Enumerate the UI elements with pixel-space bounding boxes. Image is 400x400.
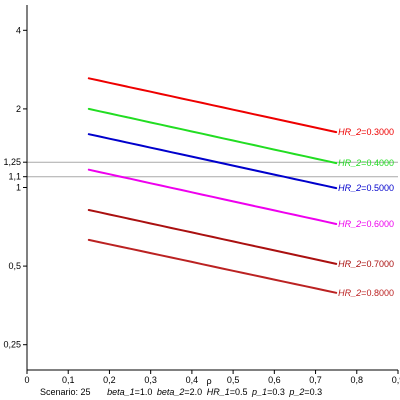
beta1-name: beta_1 — [107, 387, 135, 397]
x-tick-label: 0,7 — [309, 375, 322, 385]
hr1-value: =0.5 — [230, 387, 248, 397]
p2-name: p_2 — [288, 387, 304, 397]
x-axis-label: ρ — [206, 376, 211, 386]
p2-value: =0.3 — [304, 387, 322, 397]
y-tick-label: 0,25 — [3, 340, 21, 350]
series-line — [87, 107, 338, 165]
p1-name: p_1 — [251, 387, 267, 397]
y-ticks: 0,25 0,5 11,1 1,25 2 4 — [3, 25, 27, 350]
series-label-equals: = — [361, 183, 366, 193]
series-label-name: HR_2 — [338, 183, 361, 193]
y-tick-label: 2 — [16, 104, 21, 114]
series-label-equals: = — [361, 259, 366, 269]
hr1-name: HR_1 — [207, 387, 230, 397]
series-label: HR_2=0.7000 — [338, 259, 394, 269]
series-label: HR_2=0.6000 — [338, 219, 394, 229]
beta2-value: =2.0 — [184, 387, 202, 397]
x-tick-label: 0,6 — [268, 375, 281, 385]
series-label: HR_2=0.4000 — [338, 158, 394, 168]
series-label-name: HR_2 — [338, 259, 361, 269]
y-tick-label: 1 — [16, 183, 21, 193]
x-tick-label: 0,9 — [392, 375, 400, 385]
series-label-equals: = — [361, 288, 366, 298]
x-tick-label: 0,5 — [227, 375, 240, 385]
series-group — [87, 77, 338, 294]
x-tick-label: 0,4 — [186, 375, 199, 385]
y-tick-label: 0,5 — [8, 261, 21, 271]
series-line — [87, 168, 338, 225]
series-line — [87, 209, 338, 265]
series-label-equals: = — [361, 127, 366, 137]
y-tick-label: 4 — [16, 25, 21, 35]
x-tick-label: 0,2 — [103, 375, 116, 385]
series-label-value: 0.7000 — [366, 259, 394, 269]
series-label-value: 0.6000 — [366, 219, 394, 229]
x-tick-label: 0,1 — [62, 375, 75, 385]
p1-value: =0.3 — [267, 387, 285, 397]
x-ticks: 0 0,1 0,2 0,3 0,4 0,5 0,6 0,7 0,8 0,9 — [24, 370, 400, 385]
series-label-name: HR_2 — [338, 219, 361, 229]
x-tick-label: 0,8 — [351, 375, 364, 385]
series-label: HR_2=0.8000 — [338, 288, 394, 298]
scenario-label: Scenario: 25 — [40, 387, 91, 397]
series-line — [87, 77, 338, 134]
series-label-value: 0.3000 — [366, 127, 394, 137]
series-label-value: 0.4000 — [366, 158, 394, 168]
series-label: HR_2=0.5000 — [338, 183, 394, 193]
series-labels: HR_2=0.3000HR_2=0.4000HR_2=0.5000HR_2=0.… — [338, 127, 394, 298]
y-tick-label: 1,1 — [8, 172, 21, 182]
series-line — [87, 238, 338, 294]
series-label-value: 0.5000 — [366, 183, 394, 193]
beta1-value: =1.0 — [135, 387, 153, 397]
series-line — [87, 133, 338, 190]
series-label-equals: = — [361, 158, 366, 168]
series-label-name: HR_2 — [338, 158, 361, 168]
series-label-equals: = — [361, 219, 366, 229]
x-tick-label: 0,3 — [144, 375, 157, 385]
series-label-name: HR_2 — [338, 127, 361, 137]
series-label-name: HR_2 — [338, 288, 361, 298]
x-tick-label: 0 — [24, 375, 29, 385]
footer-parameters: Scenario: 25 beta_1=1.0 beta_2=2.0 HR_1=… — [40, 387, 322, 397]
beta2-name: beta_2 — [157, 387, 185, 397]
series-label-value: 0.8000 — [366, 288, 394, 298]
series-label: HR_2=0.3000 — [338, 127, 394, 137]
y-tick-label: 1,25 — [3, 157, 21, 167]
